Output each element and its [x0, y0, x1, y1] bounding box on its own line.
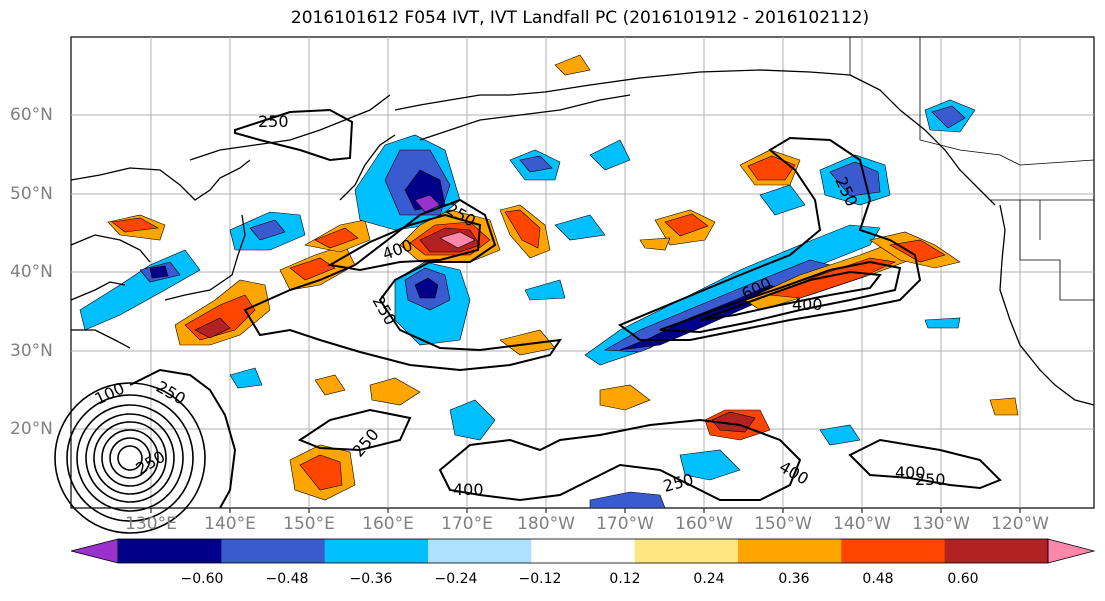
colorbar-tick-label: −0.24 — [434, 571, 478, 587]
lon-label: 130°W — [912, 514, 970, 534]
contour-label: 250 — [915, 470, 946, 489]
lat-label: 50°N — [10, 184, 53, 204]
lon-label: 170°E — [441, 514, 493, 534]
frame-ticks — [150, 508, 1021, 513]
colorbar-swatch — [738, 539, 842, 563]
colorbar-swatch — [944, 539, 1049, 563]
contour-label: 400 — [895, 463, 926, 482]
colorbar-swatch — [324, 539, 429, 563]
colorbar-tick-label: −0.60 — [180, 571, 224, 587]
contour-label: 250 — [258, 112, 289, 131]
colorbar-swatch — [531, 539, 636, 563]
map-title: 2016101612 F054 IVT, IVT Landfall PC (20… — [290, 8, 870, 28]
contour-label: 400 — [453, 480, 484, 499]
colorbar-swatch — [841, 539, 946, 563]
colorbar-tick-label: 0.36 — [778, 571, 810, 587]
lon-label: 160°E — [362, 514, 414, 534]
colorbar-swatch — [634, 539, 739, 563]
colorbar-tick-label: 0.48 — [862, 571, 894, 587]
colorbar-tick-label: 0.60 — [947, 571, 979, 587]
lon-label: 160°W — [675, 514, 733, 534]
coastlines — [70, 69, 1095, 406]
cyclone-contours — [54, 382, 206, 534]
colorbar-tick-label: −0.36 — [349, 571, 393, 587]
lon-label: 140°W — [833, 514, 891, 534]
contour-label: 400 — [792, 295, 823, 314]
lon-label: 180°W — [517, 514, 575, 534]
lon-label: 120°W — [991, 514, 1049, 534]
lon-label: 170°W — [596, 514, 654, 534]
colorbar-swatch — [118, 539, 222, 563]
colorbar-tick-label: 0.12 — [609, 571, 641, 587]
lon-label: 150°W — [754, 514, 812, 534]
colorbar-swatch — [428, 539, 532, 563]
colorbar-outline — [117, 538, 1049, 564]
lon-label: 150°E — [283, 514, 335, 534]
political-borders — [849, 37, 1095, 301]
lon-label: 130°E — [125, 514, 177, 534]
lat-label: 20°N — [10, 419, 53, 439]
ivt-contours — [129, 108, 1002, 509]
colorbar-extend-low — [70, 538, 119, 564]
colorbar — [70, 538, 1096, 564]
lat-label: 40°N — [10, 262, 53, 282]
lon-label: 140°E — [204, 514, 256, 534]
colorbar-swatch — [221, 539, 326, 563]
colorbar-tick-label: 0.24 — [693, 571, 725, 587]
lat-label: 60°N — [10, 105, 53, 125]
colorbar-tick-label: −0.48 — [265, 571, 309, 587]
colorbar-tick-label: −0.12 — [518, 571, 562, 587]
lat-label: 30°N — [10, 341, 53, 361]
colorbar-extend-high — [1047, 538, 1096, 564]
